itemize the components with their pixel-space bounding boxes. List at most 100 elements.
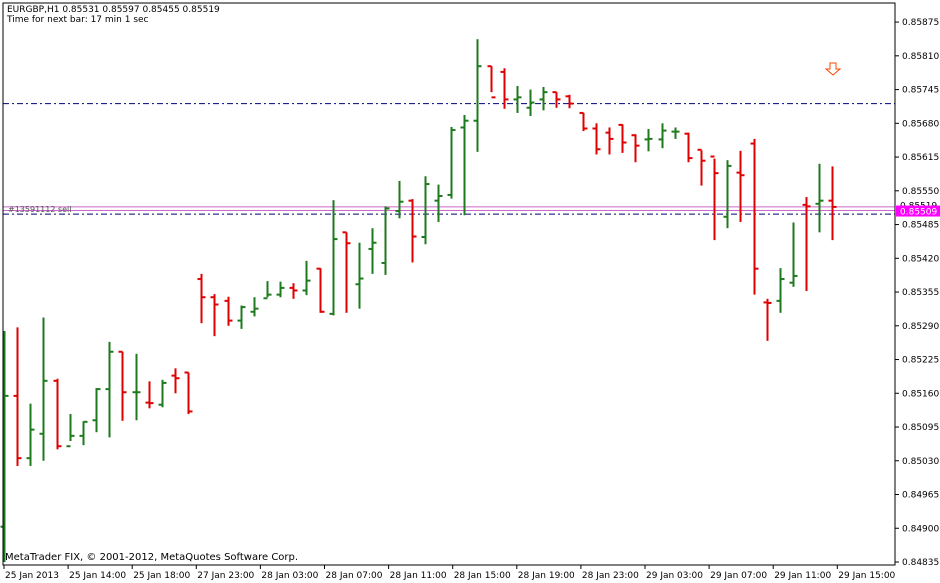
price-tick-label: 0.85290 <box>902 322 939 332</box>
ohlc-bar <box>802 197 811 291</box>
ohlc-bar <box>684 132 693 163</box>
price-tick-label: 0.85550 <box>902 187 939 197</box>
price-tick-label: 0.85095 <box>902 423 939 433</box>
ohlc-bar <box>671 127 680 139</box>
price-tick-label: 0.84965 <box>902 491 939 501</box>
ohlc-bar <box>210 294 219 337</box>
ohlc-bar <box>697 148 706 186</box>
ohlc-bar <box>395 180 404 219</box>
horizontal-levels <box>3 103 895 215</box>
price-tick-label: 0.85615 <box>902 153 939 163</box>
ohlc-bar <box>66 414 75 448</box>
ohlc-bar <box>487 65 496 99</box>
price-tick-label: 0.85680 <box>902 119 939 129</box>
price-tick-label: 0.85875 <box>902 18 939 28</box>
price-tick-label: 0.85420 <box>902 254 939 264</box>
time-axis: 25 Jan 2013 25 Jan 14:00 25 Jan 18:00 27 Ja… <box>3 565 896 581</box>
ohlc-bar <box>250 297 259 317</box>
price-tick-label: 0.85030 <box>902 457 939 467</box>
ohlc-bar <box>618 123 627 153</box>
ohlc-bar <box>473 39 482 152</box>
ohlc-bar <box>658 123 667 149</box>
ohlc-bar <box>0 330 9 562</box>
sell-arrow-icon[interactable] <box>824 62 842 76</box>
time-tick-label: 25 Jan 2013 <box>5 571 59 581</box>
time-tick-label: 28 Jan 19:00 <box>518 571 575 581</box>
current-price-bg <box>896 205 940 217</box>
time-tick-label: 28 Jan 11:00 <box>390 571 447 581</box>
ohlc-bar <box>723 160 732 229</box>
ohlc-bar <box>750 138 759 295</box>
ohlc-bar <box>92 388 101 433</box>
ohlc-bar <box>710 155 719 241</box>
ohlc-bar <box>381 206 390 275</box>
ohlc-bar <box>539 86 548 111</box>
ohlc-bar <box>118 350 127 421</box>
ohlc-bar <box>237 305 246 329</box>
ohlc-bar <box>342 231 351 313</box>
time-tick-label: 28 Jan 07:00 <box>326 571 383 581</box>
order-label[interactable]: #13591112 sell <box>8 205 72 214</box>
ohlc-bar <box>644 129 653 152</box>
price-tick-label: 0.85355 <box>902 288 939 298</box>
time-tick-label: 29 Jan 03:00 <box>646 571 703 581</box>
ohlc-bar <box>289 283 298 299</box>
ohlc-bar <box>132 353 141 421</box>
price-tick-label: 0.85745 <box>902 86 939 96</box>
ohlc-bar <box>552 91 561 108</box>
ohlc-bar <box>26 403 35 466</box>
ohlc-bar <box>513 85 522 113</box>
time-tick-label: 28 Jan 15:00 <box>454 571 511 581</box>
time-tick-label: 29 Jan 15:00 <box>838 571 895 581</box>
current-price-marker: 0.855190.85509 <box>896 200 940 218</box>
ohlc-bar <box>434 184 443 222</box>
ohlc-bars <box>0 39 837 562</box>
ohlc-bar <box>526 89 535 117</box>
chart-axes <box>2 2 896 566</box>
current-price-label: 0.85509 <box>900 208 937 218</box>
ohlc-bar <box>592 123 601 155</box>
ohlc-bar <box>184 371 193 415</box>
time-tick-label: 25 Jan 18:00 <box>133 571 190 581</box>
price-tick-label: 0.85160 <box>902 389 939 399</box>
price-tick-label: 0.84900 <box>902 524 939 534</box>
time-tick-label: 28 Jan 23:00 <box>582 571 639 581</box>
ohlc-bar <box>79 420 88 446</box>
ohlc-bar <box>447 126 456 199</box>
chart-symbol-info: EURGBP,H1 0.85531 0.85597 0.85455 0.8551… <box>7 5 220 15</box>
ohlc-bar <box>105 341 114 438</box>
price-tick-label: 0.84835 <box>902 558 939 568</box>
ohlc-bar <box>631 134 640 163</box>
ohlc-bar <box>815 163 824 233</box>
copyright-footer: MetaTrader FIX, © 2001-2012, MetaQuotes … <box>5 552 299 563</box>
ohlc-bar <box>776 268 785 313</box>
ohlc-bar <box>605 127 614 155</box>
ohlc-bar <box>171 368 180 394</box>
ohlc-bar <box>763 298 772 341</box>
ohlc-bar <box>329 200 338 316</box>
ohlc-bar <box>263 281 272 300</box>
ohlc-bar <box>145 381 154 409</box>
ohlc-bar <box>579 111 588 132</box>
ohlc-bar <box>224 296 233 326</box>
time-tick-label: 27 Jan 23:00 <box>197 571 254 581</box>
next-bar-timer: Time for next bar: 17 min 1 sec <box>7 15 149 25</box>
ohlc-bar <box>789 222 798 287</box>
ohlc-bar <box>460 115 469 216</box>
time-tick-label: 28 Jan 03:00 <box>261 571 318 581</box>
price-tick-label: 0.85485 <box>902 221 939 231</box>
ohlc-bar <box>316 267 325 313</box>
ohlc-bar <box>421 176 430 245</box>
time-tick-label: 25 Jan 14:00 <box>69 571 126 581</box>
ohlc-bar <box>565 94 574 109</box>
plot-frame <box>2 2 896 566</box>
ohlc-bar <box>197 273 206 324</box>
ohlc-bar <box>53 378 62 450</box>
ohlc-bar <box>158 379 167 408</box>
ohlc-bar <box>736 150 745 222</box>
time-tick-label: 29 Jan 07:00 <box>710 571 767 581</box>
price-axis: 0.85875 0.85810 0.85745 0.85680 0.85615 0.855… <box>895 18 939 568</box>
ohlc-bar <box>13 327 22 466</box>
ohlc-bar <box>276 281 285 298</box>
